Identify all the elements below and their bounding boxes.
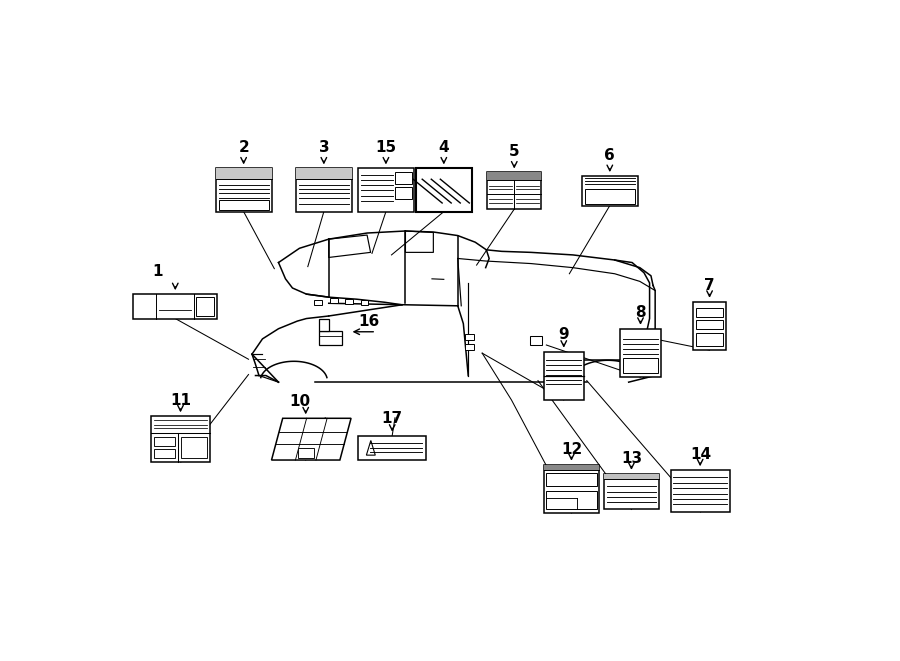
Bar	[544, 465, 599, 513]
Text: 8: 8	[635, 305, 646, 319]
Text: 3: 3	[319, 139, 329, 155]
Bar	[395, 172, 411, 184]
Bar	[319, 331, 342, 345]
Bar	[314, 299, 322, 305]
Bar	[154, 449, 175, 458]
Bar	[604, 474, 659, 479]
Bar	[216, 169, 272, 212]
Bar	[697, 307, 723, 317]
Bar	[298, 447, 314, 457]
Bar	[697, 320, 723, 329]
Text: 14: 14	[690, 447, 711, 462]
Bar	[296, 169, 352, 178]
Bar	[395, 186, 411, 199]
Bar	[604, 474, 659, 510]
Bar	[330, 298, 338, 303]
Text: 15: 15	[375, 139, 397, 155]
Bar	[358, 169, 414, 212]
Text: 2: 2	[238, 139, 249, 155]
Polygon shape	[272, 418, 351, 460]
Bar	[361, 299, 368, 305]
Bar	[319, 319, 329, 331]
Text: 17: 17	[382, 411, 403, 426]
Bar	[546, 473, 597, 486]
Bar	[296, 169, 352, 212]
Bar	[487, 173, 542, 209]
Text: 4: 4	[438, 139, 449, 155]
Bar	[546, 490, 597, 509]
Bar	[623, 358, 658, 373]
Bar	[151, 416, 211, 462]
Bar	[582, 176, 638, 206]
Bar	[154, 437, 175, 446]
Bar	[544, 352, 584, 400]
Text: 5: 5	[508, 144, 519, 159]
Bar	[196, 297, 214, 315]
Polygon shape	[366, 440, 375, 455]
Bar	[346, 299, 353, 304]
Bar	[219, 200, 269, 210]
Text: 1: 1	[153, 264, 163, 279]
Bar	[464, 334, 473, 340]
Text: 13: 13	[621, 451, 642, 466]
Bar	[358, 436, 427, 460]
Bar	[133, 294, 217, 319]
Bar	[487, 173, 542, 180]
Text: 6: 6	[605, 148, 616, 163]
Bar	[620, 329, 661, 377]
Bar	[670, 470, 730, 512]
Text: 12: 12	[561, 442, 582, 457]
Bar	[529, 336, 542, 345]
Bar	[181, 437, 207, 458]
Text: 10: 10	[289, 394, 310, 409]
Bar	[697, 332, 723, 346]
Text: 16: 16	[358, 314, 379, 329]
Bar	[416, 169, 472, 212]
Bar	[544, 465, 599, 471]
Bar	[585, 189, 634, 204]
Bar	[216, 169, 272, 178]
Text: 11: 11	[170, 393, 192, 408]
Bar	[464, 344, 473, 350]
Bar	[693, 301, 726, 350]
Text: 7: 7	[704, 278, 715, 293]
Text: 9: 9	[559, 327, 569, 342]
